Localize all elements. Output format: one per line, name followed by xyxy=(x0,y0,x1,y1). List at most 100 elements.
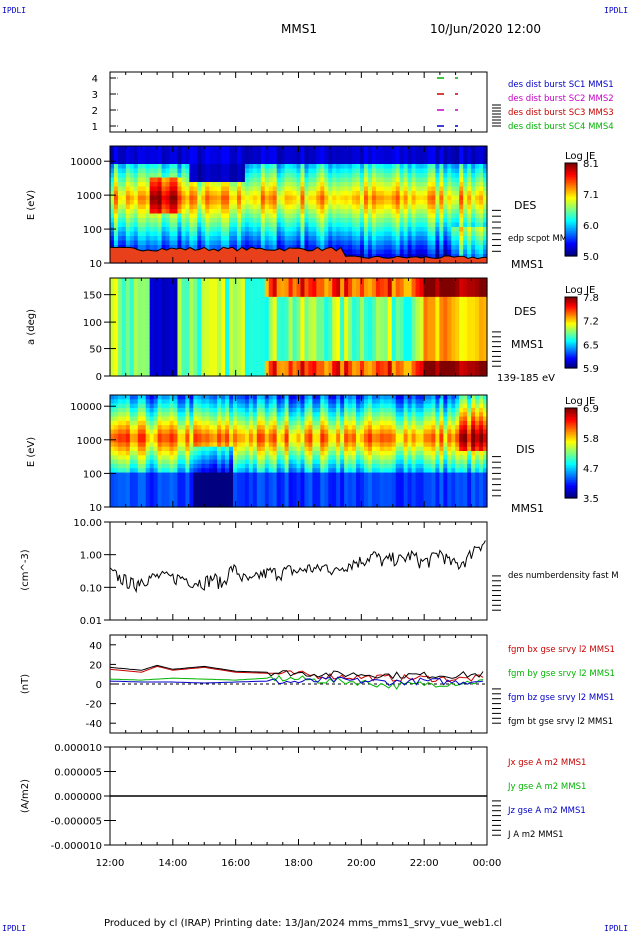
des-energy-cell xyxy=(157,236,163,242)
des-pitch-cell xyxy=(165,338,171,343)
des-pitch-cell xyxy=(229,304,234,309)
des-pitch-cell xyxy=(256,327,262,332)
des-pitch-cell xyxy=(419,315,425,321)
des-energy-cell xyxy=(268,191,274,197)
des-energy-cell xyxy=(217,209,222,215)
des-energy-cell xyxy=(304,218,310,224)
des-pitch-cell xyxy=(157,278,163,283)
des-energy-colorbar-strip xyxy=(565,232,577,235)
des-pitch-cell xyxy=(371,345,377,351)
des-pitch-cell xyxy=(371,327,377,332)
des-energy-colorbar-strip xyxy=(565,235,577,238)
des-energy-cell xyxy=(292,227,298,233)
des-energy-cell xyxy=(256,200,262,206)
des-energy-cell xyxy=(292,150,298,156)
des-pitch-cell xyxy=(391,334,397,339)
des-energy-cell xyxy=(225,195,230,201)
des-pitch-cell xyxy=(133,285,139,290)
des-energy-cell xyxy=(248,222,254,228)
des-energy-cell xyxy=(411,173,417,179)
des-energy-cell xyxy=(169,195,175,201)
des-energy-cell xyxy=(260,177,266,183)
des-pitch-cell xyxy=(205,360,210,366)
des-energy-cell xyxy=(332,150,337,156)
des-energy-cell xyxy=(431,240,437,246)
des-pitch-cell xyxy=(435,278,440,283)
des-energy-cell xyxy=(185,236,190,242)
des-pitch-cell xyxy=(236,357,242,362)
des-energy-cell xyxy=(363,236,369,242)
des-energy-cell xyxy=(177,227,183,233)
des-pitch-cell xyxy=(145,278,151,283)
des-energy-cell xyxy=(375,245,381,251)
des-energy-cell xyxy=(141,150,147,156)
des-pitch-cell xyxy=(149,311,155,317)
des-pitch-cell xyxy=(276,281,282,287)
des-energy-cell xyxy=(475,195,480,201)
des-pitch-cell xyxy=(304,327,310,332)
des-pitch-cell xyxy=(308,308,313,313)
des-pitch-cell xyxy=(217,364,222,370)
des-energy-cell xyxy=(415,195,421,201)
des-pitch-cell xyxy=(415,315,421,321)
des-energy-cell xyxy=(229,191,234,197)
des-energy-cell xyxy=(336,227,341,233)
des-energy-cell xyxy=(391,240,397,246)
des-pitch-cell xyxy=(145,372,151,377)
des-energy-cell xyxy=(443,240,448,246)
des-energy-cell xyxy=(117,227,123,233)
des-pitch-cell xyxy=(117,293,123,298)
des-pitch-cell xyxy=(292,296,298,302)
des-pitch-cell xyxy=(173,345,179,351)
des-energy-cell xyxy=(471,159,476,165)
des-pitch-cell xyxy=(110,342,115,347)
des-energy-cell xyxy=(288,218,294,224)
des-energy-colorbar-strip xyxy=(565,163,577,166)
des-energy-cell xyxy=(252,164,258,170)
des-energy-cell xyxy=(209,204,214,210)
des-energy-cell xyxy=(447,150,452,156)
des-energy-cell xyxy=(209,155,214,161)
des-pitch-cell xyxy=(332,342,337,347)
des-energy-cell xyxy=(240,168,246,174)
des-energy-cell xyxy=(169,177,175,183)
des-pitch-cell xyxy=(268,315,274,321)
des-energy-cell xyxy=(395,195,401,201)
des-energy-cell xyxy=(244,218,250,224)
des-energy-cell xyxy=(328,173,333,179)
des-pitch-cell xyxy=(399,353,405,358)
des-pitch-cell xyxy=(248,334,254,339)
des-pitch-cell xyxy=(205,311,210,317)
des-energy-cell xyxy=(455,168,460,174)
des-energy-cell xyxy=(260,236,266,242)
des-energy-cell xyxy=(415,236,421,242)
des-pitch-cell xyxy=(391,311,397,317)
des-energy-cell xyxy=(284,173,290,179)
des-pitch-cell xyxy=(229,319,234,324)
des-energy-cell xyxy=(264,236,270,242)
des-energy-cell xyxy=(189,231,194,237)
des-energy-cell xyxy=(383,186,389,192)
des-pitch-cell xyxy=(403,285,409,290)
des-energy-cell xyxy=(173,209,179,215)
des-energy-cell xyxy=(411,159,417,165)
des-energy-cell xyxy=(348,146,353,152)
des-pitch-cell xyxy=(447,281,452,287)
des-energy-cell xyxy=(133,146,139,152)
des-pitch-cell xyxy=(336,289,341,294)
des-energy-cell xyxy=(435,240,440,246)
des-pitch-cell xyxy=(157,300,163,305)
des-energy-cell xyxy=(383,173,389,179)
des-energy-cell xyxy=(324,186,329,192)
des-energy-cell xyxy=(340,168,345,174)
coverage-legend-item: des dist burst SC2 MMS2 xyxy=(508,94,614,104)
des-energy-cell xyxy=(240,222,246,228)
des-pitch-cell xyxy=(141,330,147,336)
des-pitch-cell xyxy=(169,304,175,309)
des-energy-cell xyxy=(284,177,290,183)
des-energy-cell xyxy=(443,191,448,197)
des-energy-cell xyxy=(383,146,389,152)
des-energy-cell xyxy=(280,236,286,242)
des-pitch-cell xyxy=(348,353,353,358)
des-pitch-cell xyxy=(399,368,405,373)
